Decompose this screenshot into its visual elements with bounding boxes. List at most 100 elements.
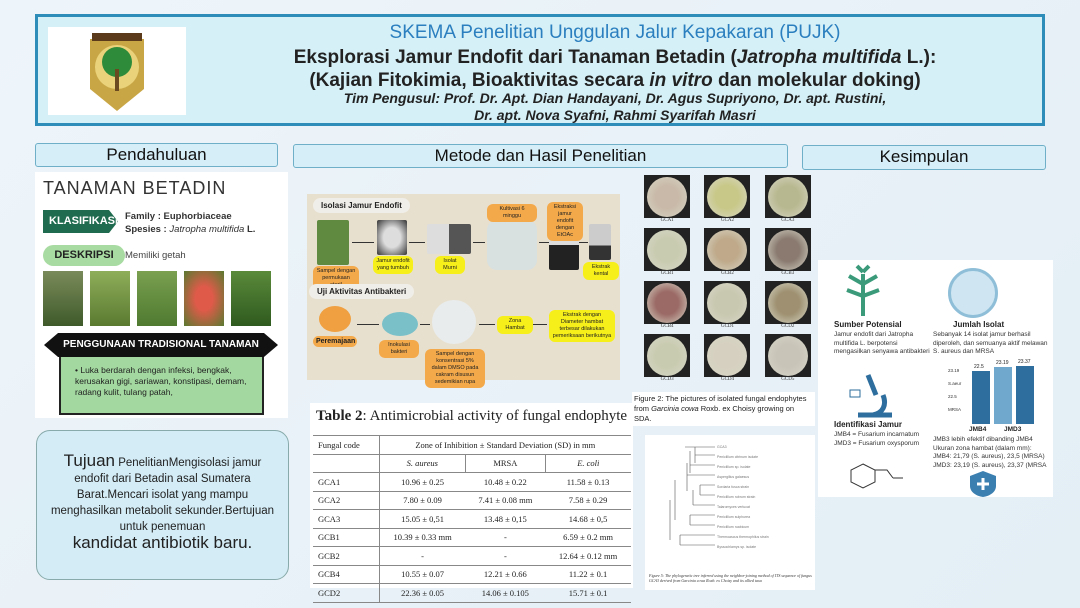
id-2: JMD3 = Fusarium oxysporum — [834, 440, 920, 447]
plate-image: GCB4 — [637, 281, 697, 332]
table-cell: 11.22 ± 0.1 — [545, 564, 631, 584]
phylogenetic-tree: GCA3 Penicillium citrinum isolate Penicill… — [645, 435, 815, 590]
antibac-title: Uji Aktivitas Antibakteri — [309, 284, 415, 299]
table-cell: 6.59 ± 0.2 mm — [545, 527, 631, 547]
table-cell: 7.80 ± 0.09 — [379, 490, 466, 510]
table-cell: 13.48 ± 0,15 — [465, 509, 546, 528]
petri-dish-icon — [948, 268, 998, 318]
table-cell: 15.05 ± 0,51 — [379, 509, 466, 528]
plate-label: GCB4 — [660, 324, 674, 329]
tree-leaf: Penicillium citrinum isolate — [717, 455, 759, 459]
plate-image: GCA1 — [637, 175, 697, 226]
antimicrobial-table: Table 2: Antimicrobial activity of funga… — [310, 403, 633, 603]
count-text: Sebanyak 14 isolat jamur berhasil dipero… — [933, 331, 1048, 355]
table-cell: 22.36 ± 0.05 — [379, 583, 466, 603]
fungal-plates-grid: GCA1 GCA2 GCA3 GCB1 GCB2 GCB3 GCB4 GCD1 GCD2 GCD3… — [637, 175, 818, 385]
tree-leaf: Talaromyces verlucat — [717, 505, 750, 509]
plate-image: GCD5 — [758, 334, 818, 385]
step-label: Jamur endofit yang tumbuh — [373, 256, 413, 274]
tree-leaf: Penicillium sulphurea — [717, 515, 751, 519]
plate-image: GCD4 — [697, 334, 757, 385]
step-label: Ekstrak kental — [583, 262, 619, 280]
plate-image: GCD2 — [758, 281, 818, 332]
chart-bar: 23.37 — [1016, 359, 1034, 424]
tree-leaf: GCA3 — [717, 445, 727, 449]
table-cell: GCB1 — [313, 527, 380, 547]
tree-leaf: Aspergillus galaesus — [717, 475, 750, 479]
plant-photo — [184, 271, 224, 326]
table-cell: 10.39 ± 0.33 mm — [379, 527, 466, 547]
plate-image: GCA3 — [758, 175, 818, 226]
klasifikasi-text: Family : Euphorbiaceae Spesies : Jatropha… — [125, 211, 256, 235]
figure2-caption: Figure 2: The pictures of isolated funga… — [632, 392, 815, 426]
table-row: GCB1 10.39 ± 0.33 mm -6.59 ± 0.2 mm — [313, 527, 631, 547]
plate-image: GCB2 — [697, 228, 757, 279]
table-row: GCA2 7.80 ± 0.09 7.41 ± 0.08 mm 7.58 ± 0.29 — [313, 490, 631, 510]
chart-bar: 23.19 — [994, 360, 1012, 424]
step-label: Sampel dengan konsentrasi 5% dalam DMSO … — [425, 349, 485, 388]
table-cell: GCA3 — [313, 509, 380, 528]
table-row: GCB2- -12.64 ± 0.12 mm — [313, 546, 631, 565]
shield-icon — [970, 471, 996, 497]
microscope-icon — [849, 374, 892, 418]
section-method: Metode dan Hasil Penelitian — [293, 144, 788, 168]
tree-leaf: Penicillium rubrum strain — [717, 495, 756, 499]
team-members: Tim Pengusul: Prof. Dr. Apt. Dian Handay… — [343, 90, 887, 123]
tree-leaf: Penicillium ruabicum — [717, 525, 750, 529]
table-cell: 10.55 ± 0.07 — [379, 564, 466, 584]
tree-leaf: Thermoascus thermophilus strain — [717, 535, 769, 539]
klasifikasi-label: KLASIFIKASI — [43, 210, 118, 233]
plate-label: GCD5 — [781, 377, 795, 382]
deskripsi-text: Memiliki getah — [125, 250, 186, 261]
isolation-title: Isolasi Jamur Endofit — [313, 198, 410, 213]
intro-panel: TANAMAN BETADIN KLASIFIKASI Family : Eup… — [35, 172, 288, 418]
plate-label: GCD4 — [720, 377, 735, 382]
step-label: Zona Hambat — [497, 316, 533, 334]
traditional-use-text: • Luka berdarah dengan infeksi, bengkak,… — [59, 357, 264, 415]
step-label: Ekstraksi jamur endofit dengan EtOAc — [547, 202, 583, 241]
plate-image: GCA2 — [697, 175, 757, 226]
table-cell: 14.68 ± 0,5 — [545, 509, 631, 528]
id-title: Identifikasi Jamur — [834, 420, 903, 429]
chart-ticks: 23.19 S.aeur 22.5 MRSA — [948, 368, 962, 412]
table-cell: 7.58 ± 0.29 — [545, 490, 631, 510]
plate-label: GCA1 — [660, 218, 674, 223]
poster-header: SKEMA Penelitian Unggulan Jalur Kepakara… — [35, 14, 1045, 126]
table-cell: 10.48 ± 0.22 — [465, 472, 546, 491]
objective-box: Tujuan PenelitianMengisolasi jamur endof… — [36, 430, 289, 580]
table-caption: Table 2: Antimicrobial activity of funga… — [316, 408, 628, 424]
source-text: Jamur endofit dari Jatropha multifida L.… — [834, 331, 930, 355]
plate-label: GCA3 — [781, 218, 795, 223]
table-cell: 12.64 ± 0.12 mm — [545, 546, 631, 565]
zone-chart: 23.19 S.aeur 22.5 MRSA 22.5 23.19 23.37 — [948, 359, 1038, 424]
tree-leaf: Sordaria fusca strain — [717, 485, 750, 489]
table-row: GCA1 10.96 ± 0.25 10.48 ± 0.22 11.58 ± 0.13 — [313, 472, 631, 491]
table-cell: 15.71 ± 0.1 — [545, 583, 631, 603]
bar-value: 23.37 — [1018, 358, 1031, 365]
plate-label: GCB1 — [660, 271, 674, 276]
plate-label: GCB2 — [721, 271, 734, 276]
plate-label: GCD2 — [781, 324, 795, 329]
plate-label: GCD3 — [660, 377, 674, 382]
traditional-use-title: PENGGUNAAN TRADISIONAL TANAMAN — [44, 333, 278, 357]
chart-label: JMB4 — [969, 426, 987, 433]
step-label: Kultivasi 6 minggu — [487, 204, 537, 222]
tree-leaf: Penicillium sp. isolate — [717, 465, 751, 469]
bar-value: 23.19 — [996, 359, 1009, 366]
plant-photo — [90, 271, 130, 326]
id-1: JMB4 = Fusarium incarnatum — [834, 431, 920, 438]
plant-photo — [137, 271, 177, 326]
table-cell: GCB4 — [313, 564, 380, 584]
plate-label: GCA2 — [720, 218, 735, 223]
university-logo — [48, 27, 186, 115]
table-cell: GCB2 — [313, 546, 380, 565]
zone-summary: JMB3 lebih efektif dibanding JMB4 Ukuran … — [933, 436, 1047, 469]
chart-bar: 22.5 — [972, 364, 990, 424]
table-cell: 14.06 ± 0.105 — [465, 583, 546, 603]
deskripsi-label: DESKRIPSI — [43, 245, 125, 266]
table-cell: GCA1 — [313, 472, 380, 491]
plate-image: GCB1 — [637, 228, 697, 279]
poster-title: Eksplorasi Jamur Endofit dari Tanaman Be… — [293, 47, 937, 91]
plate-image: GCD1 — [697, 281, 757, 332]
count-title: Jumlah Isolat — [953, 320, 1005, 329]
